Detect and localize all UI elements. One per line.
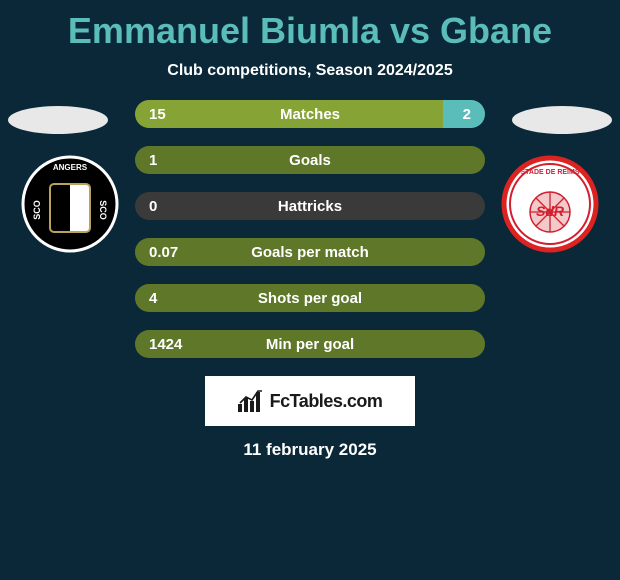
svg-text:SdR: SdR xyxy=(536,203,565,219)
stat-bar: 0Hattricks xyxy=(135,192,485,220)
stat-bar: 0.07Goals per match xyxy=(135,238,485,266)
brand-badge[interactable]: FcTables.com xyxy=(205,376,415,426)
crest-right-reims: STADE DE REIMS SdR xyxy=(500,154,600,254)
stat-value-left: 0 xyxy=(135,198,205,215)
fctables-logo-icon xyxy=(238,390,264,412)
svg-text:SCO: SCO xyxy=(32,200,42,220)
stat-label: Matches xyxy=(205,106,415,123)
stat-value-left: 1 xyxy=(135,152,205,169)
brand-text: FcTables.com xyxy=(270,391,383,412)
stat-label: Hattricks xyxy=(205,198,415,215)
svg-text:STADE DE REIMS: STADE DE REIMS xyxy=(521,169,580,176)
stat-value-left: 0.07 xyxy=(135,244,205,261)
stat-label: Goals per match xyxy=(205,244,415,261)
stat-bars: 15Matches2 1Goals 0Hattricks 0.07Goals per … xyxy=(135,100,485,358)
stat-value-left: 15 xyxy=(135,106,205,123)
stat-bar: 1Goals xyxy=(135,146,485,174)
stat-value-left: 4 xyxy=(135,290,205,307)
stat-bar: 15Matches2 xyxy=(135,100,485,128)
stat-label: Goals xyxy=(205,152,415,169)
player-left-oval xyxy=(8,106,108,134)
stat-label: Min per goal xyxy=(205,336,415,353)
reims-crest-icon: STADE DE REIMS SdR xyxy=(500,154,600,254)
date-text: 11 february 2025 xyxy=(0,440,620,460)
stat-label: Shots per goal xyxy=(205,290,415,307)
stat-bar: 1424Min per goal xyxy=(135,330,485,358)
stat-value-right: 2 xyxy=(415,106,485,123)
svg-text:ANGERS: ANGERS xyxy=(53,163,88,172)
comparison-area: ANGERS ANGERS SCO SCO STADE DE REIMS SdR… xyxy=(0,100,620,358)
crest-left-angers: ANGERS ANGERS SCO SCO xyxy=(20,154,120,254)
stat-value-left: 1424 xyxy=(135,336,205,353)
page-subtitle: Club competitions, Season 2024/2025 xyxy=(0,62,620,80)
player-right-oval xyxy=(512,106,612,134)
svg-text:SCO: SCO xyxy=(98,200,108,220)
angers-crest-icon: ANGERS ANGERS SCO SCO xyxy=(20,154,120,254)
stat-bar: 4Shots per goal xyxy=(135,284,485,312)
page-title: Emmanuel Biumla vs Gbane xyxy=(0,0,620,52)
